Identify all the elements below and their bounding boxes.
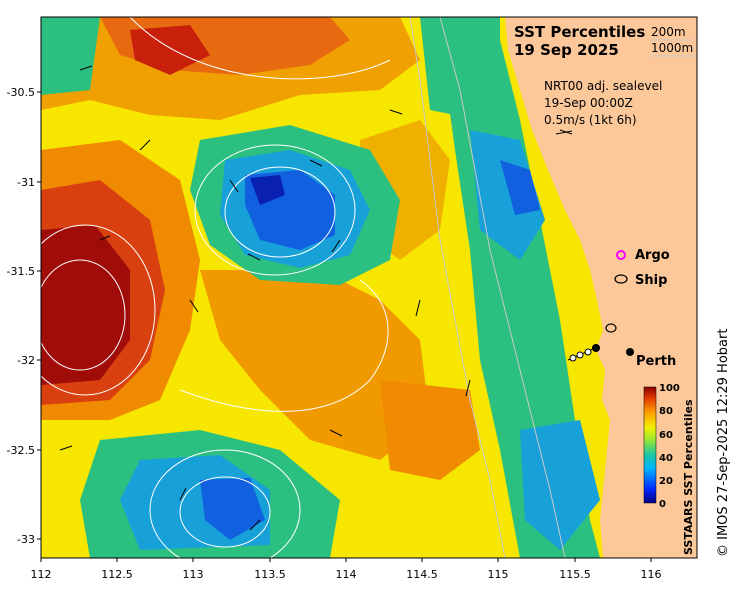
contour-key-200m: 200m — [651, 25, 686, 39]
x-tick-label: 114.5 — [406, 568, 438, 581]
ship-legend-label: Ship — [635, 273, 667, 288]
colorbar-tick: 0 — [659, 499, 666, 510]
bathymetry-contours — [409, 17, 566, 558]
colorbar-label: SSTAARS SST Percentiles — [682, 399, 695, 555]
x-tick-label: 115 — [488, 568, 509, 581]
x-tick-label: 112.5 — [101, 568, 133, 581]
info-time: 19-Sep 00:00Z — [544, 96, 633, 110]
scale-arrow — [555, 130, 573, 135]
y-tick-label: -32 — [17, 354, 35, 367]
ship-track — [567, 323, 617, 362]
x-axis: 112 112.5 113 113.5 114 114.5 115 115.5 … — [31, 558, 662, 581]
x-tick-label: 112 — [31, 568, 52, 581]
argo-legend-label: Argo — [635, 248, 670, 263]
sealevel-contours — [41, 17, 391, 558]
colorbar-tick: 40 — [659, 453, 673, 464]
credit-text: © IMOS 27-Sep-2025 12:29 Hobart — [716, 329, 731, 557]
current-vectors — [59, 65, 573, 531]
y-axis: -30.5 -31 -31.5 -32 -32.5 -33 — [7, 86, 41, 546]
perth-marker — [626, 348, 634, 356]
map-frame — [40, 16, 698, 559]
y-tick-label: -30.5 — [7, 86, 35, 99]
x-tick-label: 113 — [183, 568, 204, 581]
info-scale: 0.5m/s (1kt 6h) — [544, 113, 637, 127]
x-tick-label: 116 — [641, 568, 662, 581]
perth-label: Perth — [636, 354, 676, 369]
map-title: SST Percentiles — [514, 23, 645, 41]
x-tick-label: 113.5 — [254, 568, 286, 581]
colorbar: 0 20 40 60 80 100 SSTAARS SST Percentile… — [643, 383, 695, 555]
sst-field — [41, 17, 480, 480]
sst-cool-field — [41, 17, 600, 558]
contour-key-1000m: 1000m — [651, 41, 693, 55]
colorbar-tick: 100 — [659, 383, 680, 394]
map-area: Perth SST Percentiles 19 Sep 2025 200m 1… — [41, 17, 697, 558]
map-date: 19 Sep 2025 — [514, 41, 619, 59]
x-tick-label: 114 — [336, 568, 357, 581]
y-tick-label: -31.5 — [7, 265, 35, 278]
y-tick-label: -31 — [17, 176, 35, 189]
x-tick-label: 115.5 — [559, 568, 591, 581]
colorbar-tick: 20 — [659, 476, 673, 487]
info-sealevel: NRT00 adj. sealevel — [544, 79, 662, 93]
colorbar-tick: 60 — [659, 430, 673, 441]
argo-legend-icon — [616, 250, 626, 260]
y-tick-label: -32.5 — [7, 444, 35, 457]
y-tick-label: -33 — [17, 533, 35, 546]
ship-legend-icon — [614, 274, 628, 284]
colorbar-tick: 80 — [659, 406, 673, 417]
